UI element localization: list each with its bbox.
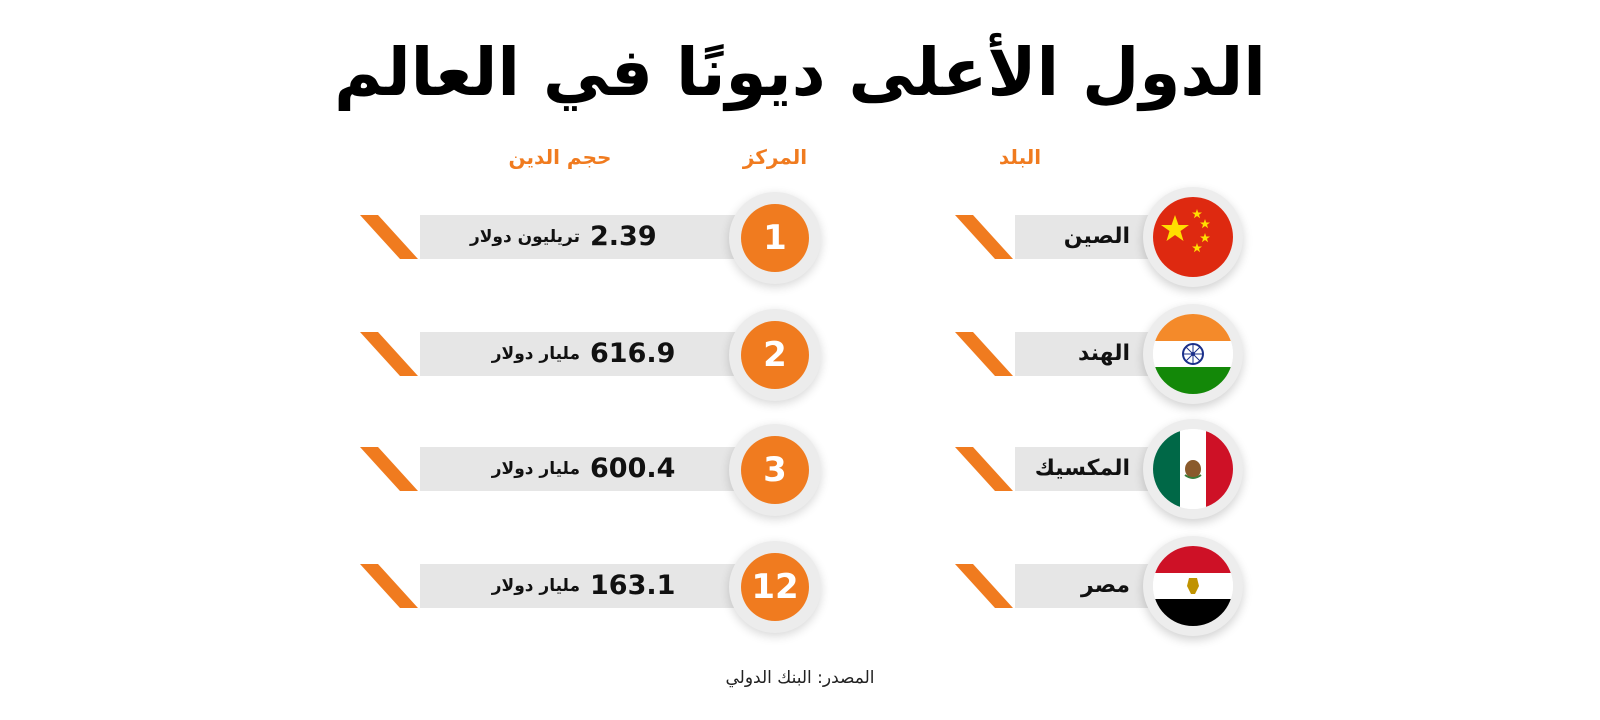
slash-decoration-icon <box>360 215 420 259</box>
page-title: الدول الأعلى ديونًا في العالم <box>334 34 1266 111</box>
debt-value: 163.1 <box>590 570 676 601</box>
slash-decoration-icon <box>360 564 420 608</box>
debt-value: 2.39 <box>590 221 657 252</box>
debt-unit: مليار دولار <box>491 459 580 479</box>
table-row: مصر 12 163.1 مليار دولار <box>0 531 1600 641</box>
slash-decoration-icon <box>955 332 1015 376</box>
flag-badge <box>1143 536 1243 636</box>
header-debt: حجم الدين <box>508 145 612 169</box>
country-name: الصين <box>1063 224 1130 249</box>
mexico-flag-icon <box>1153 429 1233 509</box>
rank-badge: 3 <box>729 424 821 516</box>
egypt-flag-icon <box>1153 546 1233 626</box>
flag-badge <box>1143 187 1243 287</box>
table-row: الهند 2 616.9 مليار دولار <box>0 299 1600 409</box>
debt-bar <box>360 215 760 259</box>
header-country: البلد <box>998 145 1042 169</box>
debt-value: 616.9 <box>590 338 676 369</box>
header-rank: المركز <box>742 145 808 169</box>
debt-bar <box>360 332 760 376</box>
table-row: الصين 1 2.39 تريليون دولار <box>0 182 1600 292</box>
rank-number: 12 <box>741 553 809 621</box>
rank-badge: 2 <box>729 309 821 401</box>
debt-bar <box>360 564 760 608</box>
slash-decoration-icon <box>360 447 420 491</box>
flag-badge <box>1143 419 1243 519</box>
country-name: الهند <box>1077 341 1130 366</box>
india-flag-icon <box>1153 314 1233 394</box>
country-name: مصر <box>1081 573 1130 598</box>
flag-badge <box>1143 304 1243 404</box>
debt-unit: مليار دولار <box>491 344 580 364</box>
slash-decoration-icon <box>955 564 1015 608</box>
rank-badge: 12 <box>729 541 821 633</box>
slash-decoration-icon <box>955 447 1015 491</box>
debt-value: 600.4 <box>590 453 676 484</box>
source-note: المصدر: البنك الدولي <box>725 668 875 688</box>
debt-unit: تريليون دولار <box>469 227 580 247</box>
slash-decoration-icon <box>955 215 1015 259</box>
rank-badge: 1 <box>729 192 821 284</box>
rank-number: 2 <box>741 321 809 389</box>
table-row: المكسيك 3 600.4 مليار دولار <box>0 414 1600 524</box>
china-flag-icon <box>1153 197 1233 277</box>
debt-bar <box>360 447 760 491</box>
rank-number: 3 <box>741 436 809 504</box>
rank-number: 1 <box>741 204 809 272</box>
slash-decoration-icon <box>360 332 420 376</box>
debt-unit: مليار دولار <box>491 576 580 596</box>
country-name: المكسيك <box>1034 456 1130 481</box>
